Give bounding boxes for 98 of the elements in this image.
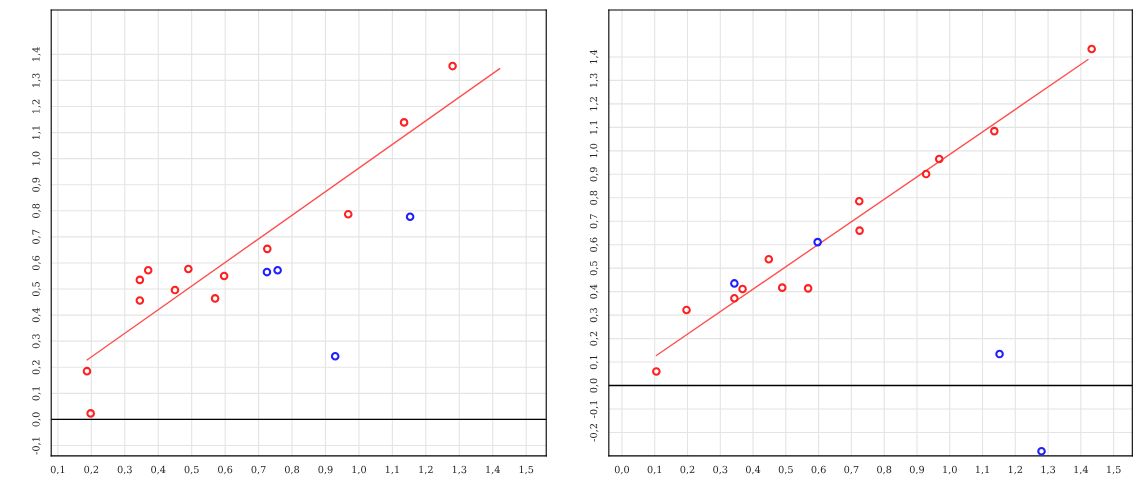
point [1087, 44, 1096, 54]
point [210, 294, 220, 303]
point [1037, 446, 1046, 456]
y-tick-label: 0,8 [589, 190, 599, 205]
point [921, 169, 931, 179]
point [143, 265, 153, 275]
y-tick-label: 0,2 [32, 360, 41, 375]
x-tick-label: 1,3 [1041, 465, 1056, 475]
point [86, 409, 95, 418]
point [652, 367, 661, 376]
x-tick-label: 1,0 [352, 465, 367, 475]
x-tick-label: 0,5 [184, 465, 199, 475]
y-tick-label: 0,5 [32, 282, 41, 297]
point [184, 264, 193, 274]
y-tick-label: 0,3 [32, 334, 41, 349]
x-tick-label: 1,5 [519, 465, 534, 475]
y-tick-label: 0,4 [32, 307, 41, 323]
point [777, 283, 787, 292]
x-tick-label: 0,0 [614, 465, 630, 475]
x-tick-label: 0,6 [218, 465, 233, 475]
x-tick-label: 1,1 [385, 465, 399, 475]
point [764, 254, 774, 264]
y-tick-label: 0,1 [32, 386, 41, 401]
point [135, 296, 145, 305]
x-tick-label: 0,1 [647, 465, 662, 475]
x-tick-label: 0,1 [50, 465, 65, 475]
y-tick-label: 0,9 [32, 177, 41, 192]
point [803, 284, 813, 293]
point [170, 285, 180, 295]
point [405, 212, 415, 222]
x-tick-label: 0,9 [318, 465, 333, 475]
x-tick-label: 0,8 [877, 465, 892, 475]
point [448, 61, 457, 71]
y-tick-label: 1,2 [589, 97, 599, 111]
x-tick-label: 1,3 [452, 465, 467, 475]
y-tick-label: 0,6 [589, 237, 599, 252]
x-tick-label: 1,2 [1008, 465, 1023, 475]
x-tick-label: 1,4 [1074, 465, 1089, 475]
x-tick-label: 0,7 [251, 465, 266, 475]
x-tick-label: 1,2 [419, 465, 433, 475]
x-tick-label: 0,6 [811, 465, 826, 475]
y-tick-label: -0,2 [589, 424, 599, 442]
y-tick-label: 1,0 [589, 143, 599, 158]
point [854, 196, 864, 206]
x-tick-label: 0,5 [778, 465, 793, 475]
y-tick-label: 1,4 [32, 47, 41, 61]
point [738, 284, 747, 294]
x-tick-label: 0,4 [151, 465, 166, 475]
y-tick-label: -0,1 [32, 437, 41, 455]
y-tick-label: 1,4 [589, 49, 599, 64]
point [990, 126, 999, 136]
point [262, 244, 272, 254]
x-tick-label: 1,1 [975, 465, 989, 475]
y-tick-label: 1,2 [32, 99, 41, 114]
y-tick-label: 0,5 [589, 261, 599, 276]
y-tick-label: 1,0 [32, 151, 41, 166]
point [934, 154, 944, 164]
point [399, 118, 409, 127]
y-tick-label: -0,1 [589, 400, 599, 418]
point [813, 237, 822, 247]
x-tick-label: 0,7 [844, 465, 859, 475]
point [330, 352, 340, 361]
point [855, 226, 864, 235]
y-tick-label: 0,1 [589, 355, 599, 370]
x-tick-label: 1,5 [1107, 465, 1121, 475]
point [730, 279, 739, 288]
x-tick-label: 1,0 [943, 465, 957, 475]
x-tick-label: 1,4 [486, 465, 500, 475]
point [995, 349, 1004, 359]
y-tick-label: 0,0 [589, 378, 599, 393]
y-tick-label: 0,4 [589, 284, 599, 299]
x-tick-label: 0,8 [284, 465, 300, 475]
x-tick-label: 0,9 [909, 465, 925, 475]
y-tick-label: 0,6 [32, 255, 41, 271]
x-tick-label: 0,3 [713, 465, 728, 475]
y-tick-label: 0,2 [589, 331, 599, 346]
y-tick-label: 0,9 [589, 167, 599, 182]
point [82, 366, 92, 376]
y-tick-label: 0,3 [589, 308, 599, 323]
y-tick-label: 0,7 [589, 214, 599, 229]
y-tick-label: 0,8 [32, 203, 41, 218]
point [730, 293, 739, 303]
point [343, 209, 353, 219]
x-tick-label: 0,3 [117, 465, 132, 475]
point [682, 305, 691, 315]
y-tick-label: 0,0 [32, 412, 41, 427]
x-tick-label: 0,4 [745, 465, 761, 475]
point [135, 275, 145, 285]
x-tick-label: 0,2 [680, 465, 695, 475]
y-tick-label: 1,1 [589, 121, 599, 134]
y-tick-label: 1,3 [32, 73, 41, 87]
point [219, 271, 229, 281]
y-tick-label: 1,3 [589, 73, 599, 87]
y-tick-label: 0,7 [32, 229, 41, 244]
y-tick-label: 1,1 [32, 126, 41, 140]
x-tick-label: 0,2 [84, 465, 99, 475]
point [262, 267, 272, 277]
point [273, 265, 282, 275]
